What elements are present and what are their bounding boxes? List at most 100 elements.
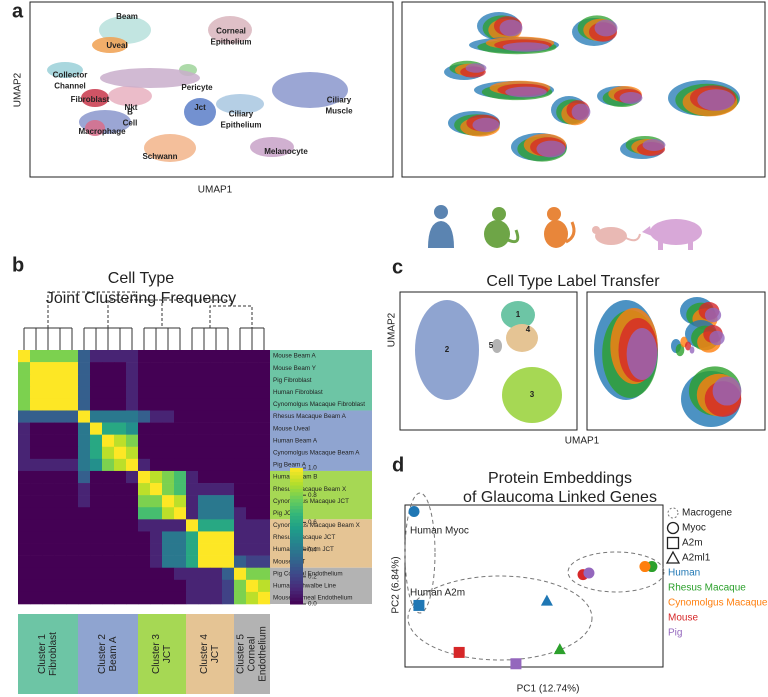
heatmap-cell xyxy=(246,519,259,532)
heatmap-cell xyxy=(126,555,139,569)
heatmap-cell xyxy=(30,567,43,581)
heatmap-cell xyxy=(54,422,67,435)
heatmap-cell xyxy=(162,422,175,435)
heatmap-cell xyxy=(114,374,127,387)
heatmap-cell xyxy=(186,555,199,569)
heatmap-cell xyxy=(174,543,187,556)
heatmap-cell xyxy=(234,495,247,508)
heatmap-cell xyxy=(234,555,247,569)
heatmap-cell xyxy=(90,386,103,399)
heatmap-cell xyxy=(162,543,175,556)
heatmap-cell xyxy=(66,374,79,387)
heatmap-cell xyxy=(174,470,187,484)
heatmap-cell xyxy=(174,579,187,593)
species-cluster xyxy=(709,330,725,346)
heatmap-cell xyxy=(102,422,115,435)
heatmap-cell xyxy=(210,446,223,460)
colorbar-segment xyxy=(290,563,303,568)
colorbar-tick-label: 0.0 xyxy=(308,601,317,608)
heatmap-cell xyxy=(102,458,115,472)
heatmap-cell xyxy=(234,470,247,484)
heatmap-cell xyxy=(78,410,91,423)
heatmap-cell xyxy=(90,410,103,423)
heatmap-cell xyxy=(234,591,247,605)
heatmap-cell xyxy=(258,350,271,363)
heatmap-cell xyxy=(162,531,175,544)
heatmap-cell xyxy=(186,362,199,375)
heatmap-cell xyxy=(222,386,235,399)
heatmap-cell xyxy=(174,362,187,375)
colorbar-segment xyxy=(290,536,303,540)
heatmap-cell xyxy=(66,398,79,411)
row-label: Human Fibroblast xyxy=(273,389,323,396)
heatmap-cell xyxy=(174,495,187,508)
heatmap-cell xyxy=(210,422,223,435)
colorbar-segment xyxy=(290,515,303,520)
colorbar-segment xyxy=(290,542,303,547)
heatmap-cell xyxy=(126,591,139,605)
colorbar-tick-label: 1.0 xyxy=(308,465,317,472)
heatmap-cell xyxy=(30,519,43,532)
heatmap-cell xyxy=(54,374,67,387)
heatmap-cell xyxy=(150,410,163,423)
heatmap-cell xyxy=(186,531,199,544)
data-point xyxy=(583,567,595,579)
heatmap-cell xyxy=(162,483,175,496)
annotation: Human Myoc xyxy=(410,526,469,537)
cluster-label: Pericyte xyxy=(181,83,213,92)
colorbar-segment xyxy=(290,576,303,581)
row-label: Mouse Corneal Endothelium xyxy=(273,595,352,602)
heatmap-cell xyxy=(186,470,199,484)
heatmap-cell xyxy=(126,543,139,556)
heatmap-cell xyxy=(198,519,211,532)
row-label: Cynomolgus Macaque Fibroblast xyxy=(273,401,365,408)
x-axis-label: UMAP1 xyxy=(565,436,600,447)
cell-cluster xyxy=(502,367,562,423)
heatmap-cell xyxy=(54,386,67,399)
macrogene-group xyxy=(404,492,436,614)
colorbar-segment xyxy=(290,481,303,486)
heatmap-cell xyxy=(198,446,211,460)
heatmap-cell xyxy=(186,579,199,593)
heatmap-cell xyxy=(18,374,31,387)
data-point xyxy=(540,594,553,606)
heatmap-cell xyxy=(222,555,235,569)
heatmap-cell xyxy=(210,398,223,411)
panel-label: b xyxy=(12,254,24,276)
heatmap-cell xyxy=(258,446,271,460)
heatmap-cell xyxy=(90,434,103,448)
heatmap-cell xyxy=(162,446,175,460)
heatmap-cell xyxy=(18,410,31,423)
species-cluster xyxy=(704,307,722,323)
heatmap-cell xyxy=(42,543,55,556)
cluster-label: Cluster 4 xyxy=(199,634,210,674)
heatmap-cell xyxy=(162,398,175,411)
cluster-label: JCT xyxy=(210,645,221,663)
heatmap-cell xyxy=(90,483,103,496)
heatmap-cell xyxy=(126,446,139,460)
row-label: Human Beam A xyxy=(273,437,318,444)
heatmap-cell xyxy=(90,362,103,375)
cluster-box xyxy=(138,614,186,694)
heatmap-cell xyxy=(234,410,247,423)
heatmap-cell xyxy=(138,555,151,569)
heatmap-cell xyxy=(234,446,247,460)
cluster-label: Corneal xyxy=(247,636,258,671)
heatmap-cell xyxy=(162,555,175,569)
row-group-band xyxy=(270,519,372,568)
heatmap-cell xyxy=(42,446,55,460)
row-group-band xyxy=(270,567,372,604)
heatmap-cell xyxy=(102,591,115,605)
heatmap-cell xyxy=(258,519,271,532)
heatmap-cell xyxy=(246,362,259,375)
heatmap-cell xyxy=(42,495,55,508)
heatmap-cell xyxy=(30,398,43,411)
row-group-band xyxy=(270,350,372,411)
heatmap-cell xyxy=(42,386,55,399)
legend-label: Human xyxy=(668,568,700,579)
heatmap-cell xyxy=(138,591,151,605)
heatmap-cell xyxy=(30,458,43,472)
heatmap-cell xyxy=(234,386,247,399)
heatmap-cell xyxy=(234,434,247,448)
heatmap-cell xyxy=(186,591,199,605)
